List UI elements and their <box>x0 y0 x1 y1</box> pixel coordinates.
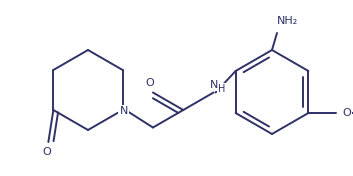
Text: NH₂: NH₂ <box>276 16 298 26</box>
Text: H: H <box>218 83 225 93</box>
Text: N: N <box>119 106 128 116</box>
Text: O: O <box>42 147 51 157</box>
Text: O: O <box>145 77 154 87</box>
Text: N: N <box>209 80 218 90</box>
Text: O: O <box>342 108 351 118</box>
